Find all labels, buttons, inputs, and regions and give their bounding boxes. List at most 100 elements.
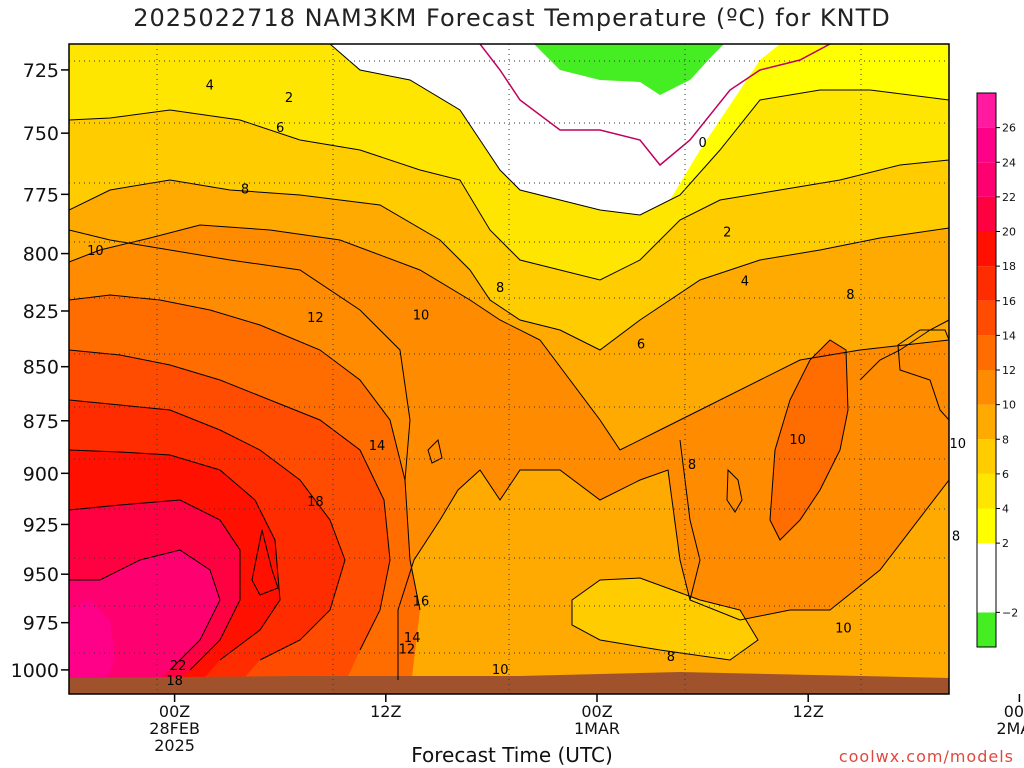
- colorbar-tick-label: 4: [1002, 503, 1009, 516]
- colorbar-bin: [977, 543, 996, 578]
- colorbar-bin: [977, 266, 996, 301]
- colorbar-bin: [977, 508, 996, 544]
- band-24-26: [69, 600, 115, 694]
- contour-14-mid: [251, 529, 279, 596]
- colorbar-tick-label: −2: [1002, 606, 1018, 619]
- band-below-minus-2: [534, 44, 724, 95]
- contour-label: 6: [637, 338, 645, 353]
- y-axis: 725 750 775 800 825 850 875 900 925 950 975 1000: [11, 60, 69, 682]
- colorbar-bin: [977, 196, 996, 232]
- colorbar-bin: [977, 231, 996, 267]
- chart-title: 2025022718 NAM3KM Forecast Temperature (…: [133, 4, 891, 32]
- contour-6: [69, 179, 949, 351]
- contour-labels: 1046821214181016141222188106024881010810…: [87, 78, 967, 689]
- x-tick-label: 28FEB: [149, 719, 200, 738]
- colorbar-tick-label: 20: [1002, 226, 1016, 239]
- contour-label: 10: [950, 437, 967, 452]
- colorbar-bin: [977, 612, 996, 647]
- colorbar-tick-label: 16: [1002, 295, 1016, 308]
- x-axis-title: Forecast Time (UTC): [411, 743, 613, 767]
- contour-8-south: [571, 577, 759, 661]
- contour-label: 8: [241, 183, 249, 198]
- contour-20: [69, 499, 241, 671]
- contour-12-far-east: [897, 329, 949, 421]
- colorbar-tick-label: 8: [1002, 433, 1009, 446]
- contour-label: 8: [496, 281, 504, 296]
- gridlines: [69, 44, 949, 694]
- y-tick-label: 825: [23, 301, 59, 323]
- contour-label: 2: [723, 225, 731, 240]
- y-tick-label: 725: [23, 60, 59, 82]
- colorbar-bin: [977, 335, 996, 370]
- band-8-10-central: [398, 470, 949, 694]
- contour-label: 10: [492, 663, 509, 678]
- colorbar-bin: [977, 127, 996, 163]
- x-tick-label: 00Z: [1004, 702, 1024, 721]
- ground-surface: [69, 672, 949, 694]
- y-tick-label: 975: [23, 613, 59, 635]
- contour-mid-small-1: [427, 439, 443, 464]
- contour-label: 4: [206, 78, 214, 93]
- contour-label: 4: [741, 274, 749, 289]
- contour-label: 8: [952, 530, 960, 545]
- contour-label: 22: [170, 659, 187, 674]
- colorbar-bin: [977, 439, 996, 474]
- colorbar-tick-label: 18: [1002, 260, 1016, 273]
- contour-8: [69, 224, 949, 451]
- band-6-8-south: [572, 578, 758, 660]
- colorbar-bin: [977, 404, 996, 440]
- contour-18: [69, 449, 281, 661]
- contour-label: 10: [87, 244, 104, 259]
- x-tick-label: 12Z: [793, 702, 824, 721]
- y-tick-label: 1000: [11, 660, 59, 682]
- contour-label: 18: [166, 674, 183, 689]
- x-axis: 00Z28FEB202512Z00Z1MAR12Z00Z2MAR: [149, 694, 1024, 755]
- colorbar-bin: [977, 162, 996, 197]
- colorbar-tick-label: 26: [1002, 122, 1016, 135]
- plot-frame: [68, 43, 950, 695]
- colorbar-bin: [977, 473, 996, 509]
- y-tick-label: 800: [23, 244, 59, 266]
- contour-0: [479, 44, 831, 167]
- colorbar-bin: [977, 93, 996, 128]
- colorbar-tick-label: 2: [1002, 537, 1009, 550]
- contour-4: [69, 109, 949, 281]
- colorbar-tick-label: 12: [1002, 364, 1016, 377]
- band-east-warm: [770, 340, 848, 540]
- contour-label: 8: [688, 458, 696, 473]
- contour-2: [329, 44, 949, 216]
- colorbar: 26 24 22 20 18 16 14 12 10 8 6 4 2 −2: [976, 92, 1018, 648]
- contour-label: 14: [404, 631, 421, 646]
- x-tick-label: 2MAR: [996, 719, 1024, 738]
- y-tick-label: 750: [23, 123, 59, 145]
- contour-12: [69, 294, 421, 611]
- contour-12-east: [769, 339, 849, 541]
- contour-16: [69, 399, 346, 661]
- colorbar-bin: [977, 370, 996, 405]
- y-tick-label: 925: [23, 514, 59, 536]
- contours: [69, 44, 949, 680]
- contour-label: 18: [307, 495, 324, 510]
- colorbar-tick-label: 22: [1002, 191, 1016, 204]
- contour-10: [69, 229, 411, 481]
- plot-area: 1046821214181016141222188106024881010810…: [68, 43, 967, 695]
- contour-12-east-small: [726, 468, 743, 513]
- contour-22: [69, 549, 221, 671]
- contour-label: 10: [835, 621, 852, 636]
- credit-link[interactable]: coolwx.com/models: [838, 747, 1014, 766]
- x-tick-label: 12Z: [370, 702, 401, 721]
- colorbar-tick-label: 14: [1002, 329, 1016, 342]
- contour-label: 8: [846, 288, 854, 303]
- contour-label: 10: [789, 433, 806, 448]
- colorbar-bin: [977, 577, 996, 613]
- contour-label: 8: [667, 650, 675, 665]
- contour-14: [69, 349, 391, 651]
- colorbar-tick-label: 6: [1002, 468, 1009, 481]
- contour-label: 2: [285, 91, 293, 106]
- colorbar-tick-label: 24: [1002, 156, 1016, 169]
- contour-label: 6: [276, 121, 284, 136]
- contour-label: 12: [307, 311, 324, 326]
- colorbar-bin: [977, 300, 996, 336]
- x-tick-label: 2025: [154, 736, 195, 755]
